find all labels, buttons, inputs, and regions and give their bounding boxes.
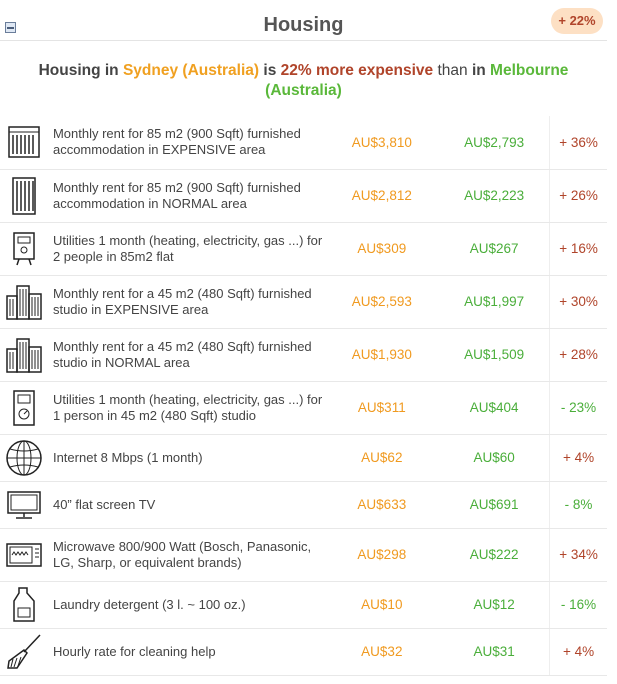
city-2-price: AU$1,509 (439, 328, 550, 382)
city-2-price: AU$222 (439, 528, 550, 582)
city-2-price: AU$2,223 (439, 169, 550, 223)
utility-meter-icon (0, 222, 48, 276)
city-2-price: AU$12 (439, 581, 550, 629)
tv-icon (0, 481, 48, 529)
broom-icon (0, 628, 48, 676)
item-label: Monthly rent for a 45 m2 (480 Sqft) furn… (47, 275, 325, 329)
item-label: Microwave 800/900 Watt (Bosch, Panasonic… (47, 528, 325, 582)
summary-percent: 22% more expensive (280, 62, 434, 79)
overall-difference-badge: + 22% (551, 8, 603, 34)
summary-city-2: Melbourne (490, 62, 569, 79)
city-2-price: AU$2,793 (439, 116, 550, 170)
section-header: Housing + 22% (0, 0, 607, 41)
price-difference: + 16% (549, 222, 607, 276)
item-label: Internet 8 Mbps (1 month) (47, 434, 325, 482)
city-2-price: AU$404 (439, 381, 550, 435)
summary-city-1: Sydney (Australia) (122, 62, 260, 79)
section-title: Housing (263, 14, 344, 36)
table-row: Monthly rent for 85 m2 (900 Sqft) furnis… (0, 169, 607, 223)
price-difference: + 34% (549, 528, 607, 582)
price-difference: + 36% (549, 116, 607, 170)
city-1-price: AU$1,930 (324, 328, 440, 382)
price-difference: + 30% (549, 275, 607, 329)
table-row: Monthly rent for 85 m2 (900 Sqft) furnis… (0, 116, 607, 170)
city-2-price: AU$31 (439, 628, 550, 676)
tall-building-icon (0, 169, 48, 223)
item-label: 40” flat screen TV (47, 481, 325, 529)
city-2-price: AU$267 (439, 222, 550, 276)
price-difference: - 16% (549, 581, 607, 629)
table-row: Internet 8 Mbps (1 month) AU$62 AU$60 + 4% (0, 434, 607, 482)
apartment-building-icon (0, 116, 48, 170)
city-1-price: AU$32 (324, 628, 440, 676)
city-2-price: AU$1,997 (439, 275, 550, 329)
price-difference: + 4% (549, 434, 607, 482)
price-difference: + 26% (549, 169, 607, 223)
city-1-price: AU$10 (324, 581, 440, 629)
city-buildings-icon (0, 275, 48, 329)
city-1-price: AU$3,810 (324, 116, 440, 170)
city-2-price: AU$691 (439, 481, 550, 529)
item-label: Hourly rate for cleaning help (47, 628, 325, 676)
city-1-price: AU$311 (324, 381, 440, 435)
comparison-summary: Housing in Sydney (Australia) is 22% mor… (0, 41, 607, 105)
item-label: Utilities 1 month (heating, electricity,… (47, 381, 325, 435)
summary-prefix: Housing in (38, 62, 119, 79)
city-buildings-icon (0, 328, 48, 382)
city-1-price: AU$62 (324, 434, 440, 482)
table-row: Monthly rent for a 45 m2 (480 Sqft) furn… (0, 275, 607, 329)
city-2-price: AU$60 (439, 434, 550, 482)
city-1-price: AU$633 (324, 481, 440, 529)
electric-meter-icon (0, 381, 48, 435)
summary-city-2-country: (Australia) (265, 82, 342, 99)
globe-icon (0, 434, 48, 482)
summary-is: is (263, 62, 277, 79)
city-1-price: AU$2,593 (324, 275, 440, 329)
item-label: Monthly rent for a 45 m2 (480 Sqft) furn… (47, 328, 325, 382)
table-row: Laundry detergent (3 l. ~ 100 oz.) AU$10 A… (0, 581, 607, 629)
city-1-price: AU$309 (324, 222, 440, 276)
price-difference: + 4% (549, 628, 607, 676)
table-row: Hourly rate for cleaning help AU$32 AU$31 +… (0, 628, 607, 676)
city-1-price: AU$2,812 (324, 169, 440, 223)
price-difference: - 23% (549, 381, 607, 435)
collapse-icon[interactable] (5, 22, 16, 33)
table-row: Utilities 1 month (heating, electricity,… (0, 381, 607, 435)
price-difference: + 28% (549, 328, 607, 382)
item-label: Laundry detergent (3 l. ~ 100 oz.) (47, 581, 325, 629)
summary-in: in (471, 62, 486, 79)
summary-than: than (437, 62, 468, 79)
microwave-icon (0, 528, 48, 582)
item-label: Monthly rent for 85 m2 (900 Sqft) furnis… (47, 116, 325, 170)
price-comparison-table: Monthly rent for 85 m2 (900 Sqft) furnis… (0, 116, 607, 676)
item-label: Monthly rent for 85 m2 (900 Sqft) furnis… (47, 169, 325, 223)
item-label: Utilities 1 month (heating, electricity,… (47, 222, 325, 276)
table-row: Microwave 800/900 Watt (Bosch, Panasonic… (0, 528, 607, 582)
city-1-price: AU$298 (324, 528, 440, 582)
table-row: 40” flat screen TV AU$633 AU$691- 8% (0, 481, 607, 529)
detergent-bottle-icon (0, 581, 48, 629)
table-row: Utilities 1 month (heating, electricity,… (0, 222, 607, 276)
table-row: Monthly rent for a 45 m2 (480 Sqft) furn… (0, 328, 607, 382)
price-difference: - 8% (549, 481, 607, 529)
